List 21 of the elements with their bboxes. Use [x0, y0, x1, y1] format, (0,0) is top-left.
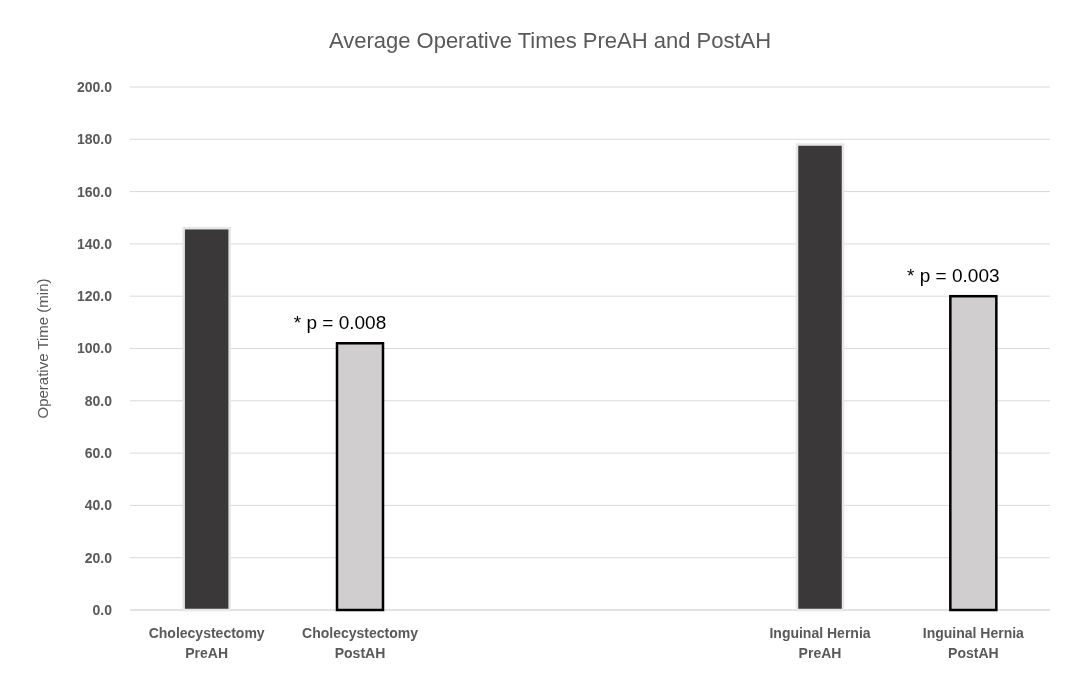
y-axis-title: Operative Time (min) — [34, 278, 51, 419]
y-tick-label: 40.0 — [84, 497, 113, 514]
y-tick-label: 100.0 — [76, 340, 113, 357]
y-tick-label: 0.0 — [92, 601, 113, 618]
x-tick-label: Cholecystectomy PostAH — [302, 625, 419, 661]
y-tick-label: 60.0 — [84, 445, 113, 461]
annotation: * p = 0.003 — [907, 265, 1000, 287]
x-tick-label: Inguinal Hernia PreAH — [769, 625, 871, 661]
annotation: * p = 0.008 — [293, 312, 387, 334]
x-tick-label: Inguinal Hernia PostAH — [922, 625, 1025, 661]
bar — [795, 143, 845, 612]
y-tick-label: 140.0 — [76, 235, 113, 252]
x-tick-label: Cholecystectomy PreAH — [148, 625, 265, 661]
bar — [182, 226, 231, 612]
y-tick-label: 200.0 — [76, 78, 113, 95]
y-tick-label: 160.0 — [76, 183, 113, 200]
y-tick-label: 180.0 — [76, 131, 113, 148]
chart-title: Average Operative Times PreAH and PostAH — [328, 28, 772, 53]
y-tick-label: 120.0 — [76, 288, 113, 305]
y-tick-label: 20.0 — [84, 549, 113, 566]
y-tick-label: 80.0 — [84, 392, 113, 409]
